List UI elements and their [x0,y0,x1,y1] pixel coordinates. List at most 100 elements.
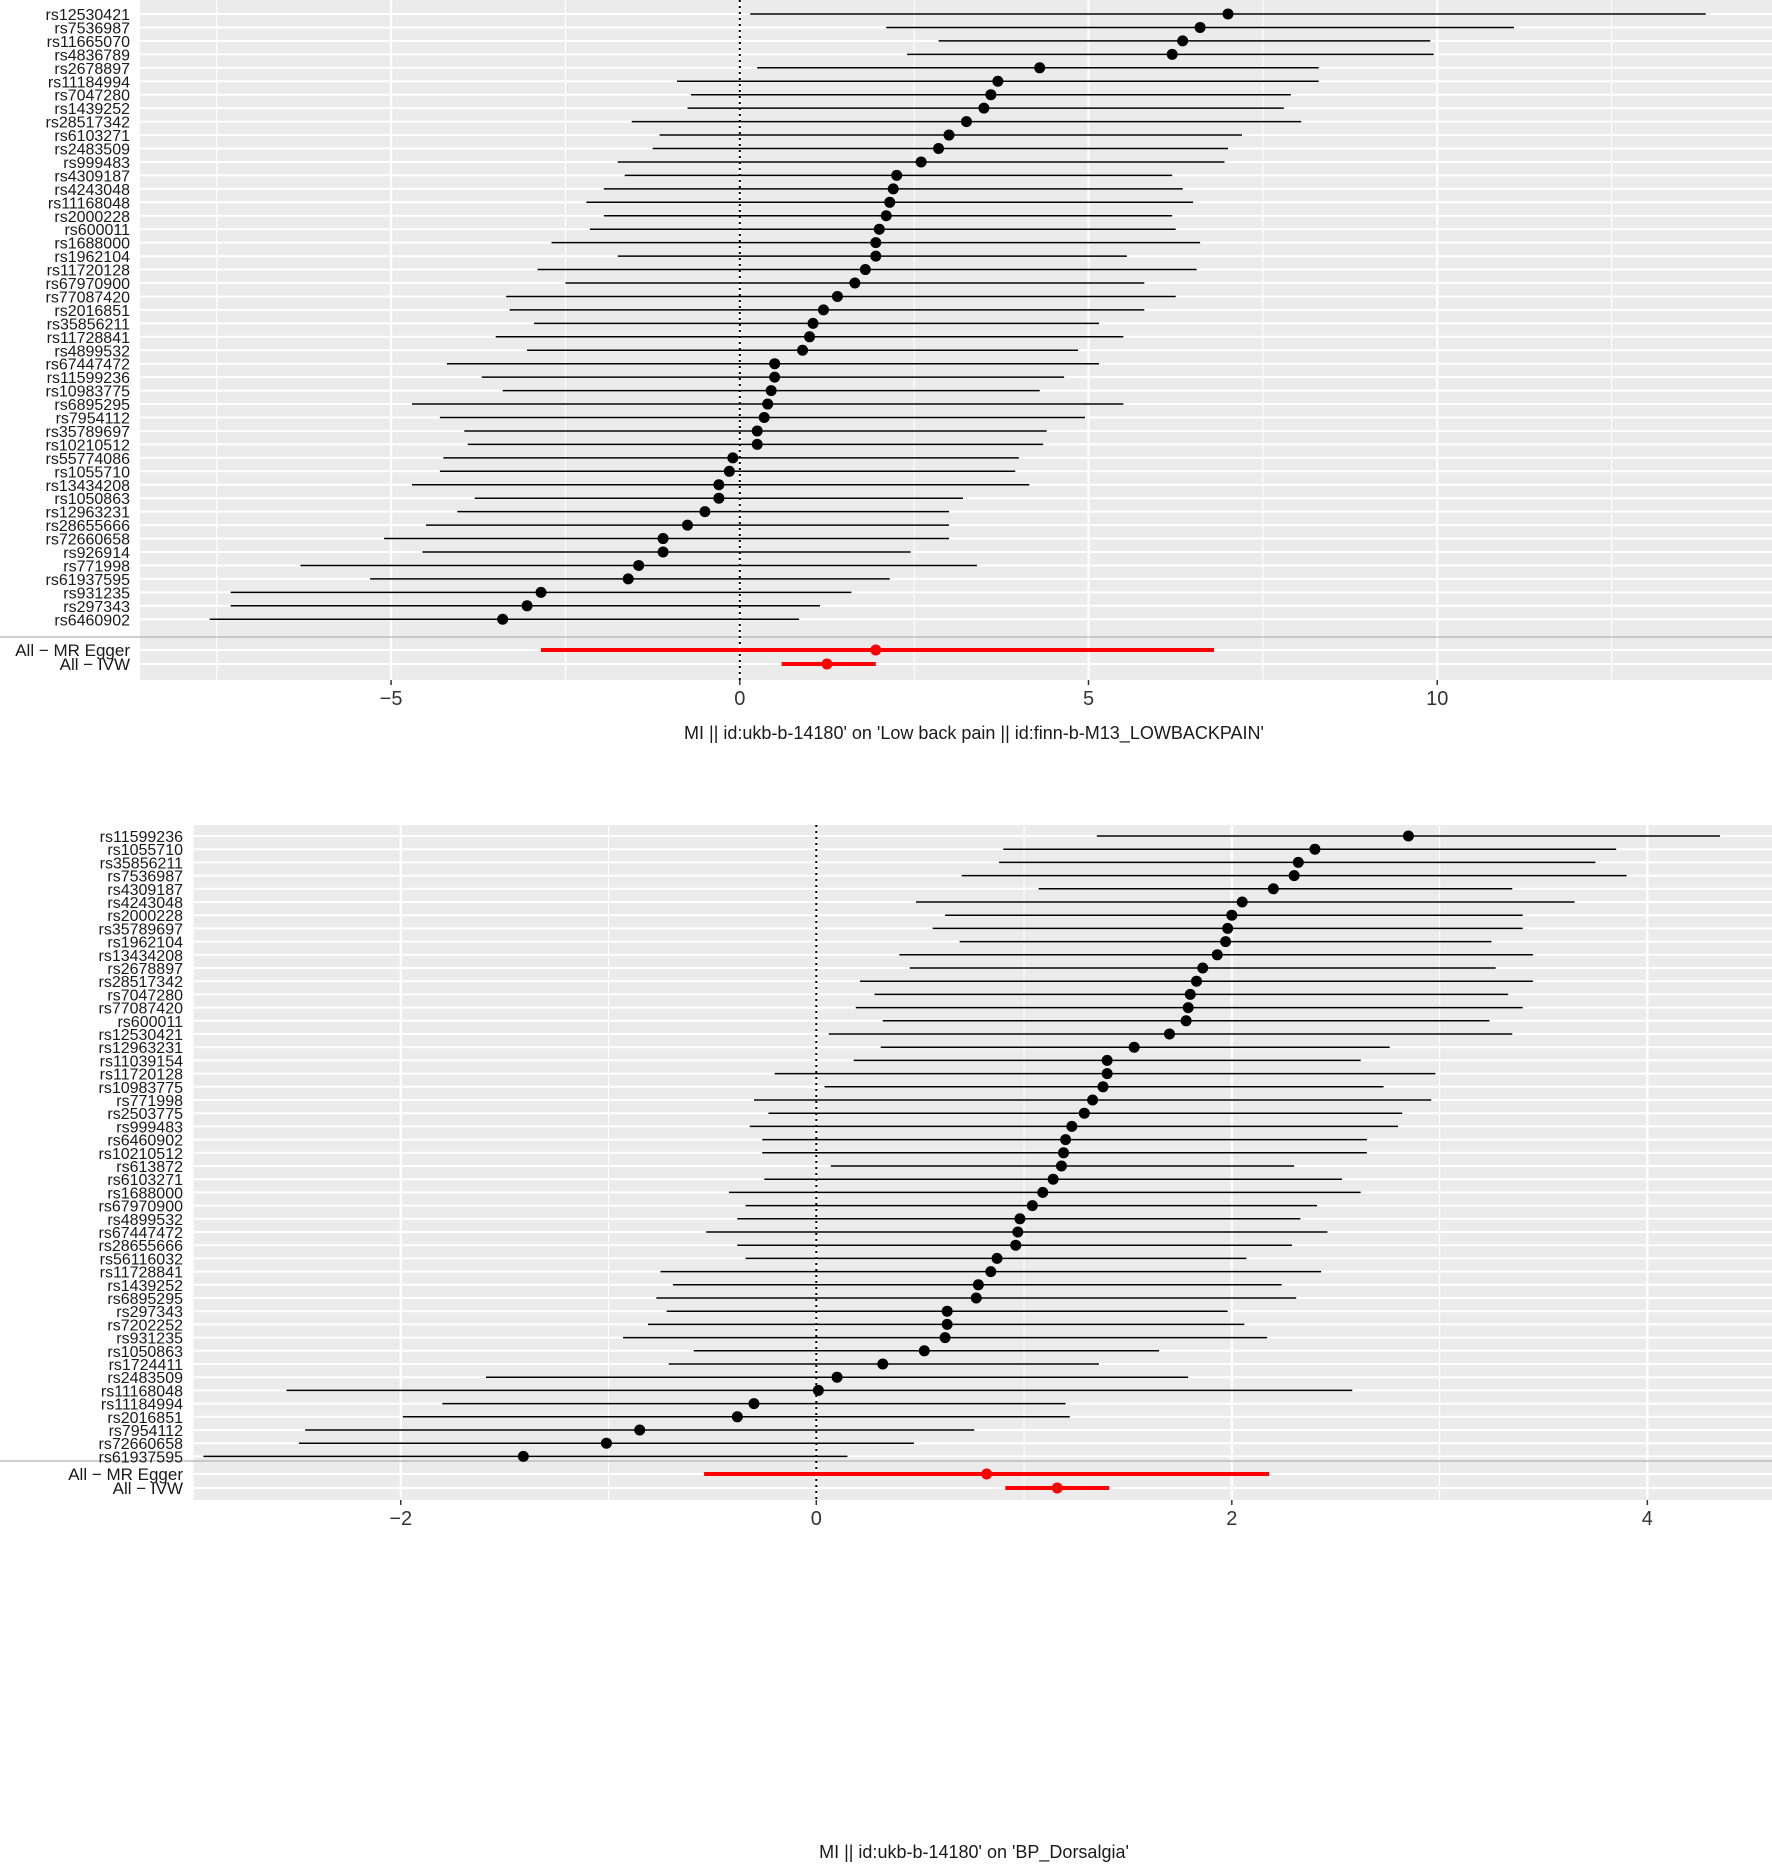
snp-point [723,465,735,477]
snp-label: rs35856211 [47,316,130,333]
snp-label: rs4836789 [54,47,130,64]
snp-point [622,573,634,585]
snp-label: rs10983775 [45,384,130,401]
snp-point [887,183,899,195]
snp-point [1097,1081,1109,1093]
snp-point [918,1345,930,1357]
snp-point [1211,949,1223,961]
snp-point [1222,922,1234,934]
snp-label: rs55774086 [45,451,130,468]
snp-label: rs1724411 [109,1357,184,1374]
snp-point [1037,1186,1049,1198]
snp-point [943,129,955,141]
snp-point [535,586,547,598]
snp-point [891,169,903,181]
snp-point [817,304,829,316]
snp-label: rs1962104 [107,935,183,952]
snp-point [1128,1041,1140,1053]
snp-point [1197,962,1209,974]
ivw-label: All − IVW [113,1479,183,1498]
snp-label: rs1055710 [107,842,183,859]
snp-point [1222,8,1234,20]
ivw-point [821,658,833,670]
x-axis-subtitle: MI || id:ukb-b-14180' on 'BP_Dorsalgia' [819,1842,1129,1863]
snp-label: rs2483509 [107,1370,183,1387]
snp-label: rs2016851 [54,303,130,320]
snp-point [1163,1028,1175,1040]
snp-point [727,452,739,464]
snp-point [831,290,843,302]
snp-label: rs926914 [63,545,130,562]
snp-label: rs11168048 [48,195,130,212]
snp-label: rs35789697 [45,424,130,441]
mr-egger-point [981,1468,993,1480]
snp-label: rs4243048 [54,182,130,199]
snp-label: rs10210512 [45,437,130,454]
snp-label: rs6895295 [107,1291,183,1308]
forest-plot-dorsalgia: rs11599236rs1055710rs35856211rs7536987rs… [0,825,1772,1863]
snp-point [1309,843,1321,855]
x-tick-label: 2 [1226,1508,1237,1530]
snp-label: rs35856211 [100,855,183,872]
snp-point [1047,1173,1059,1185]
snp-point [762,398,774,410]
snp-point [939,1332,951,1344]
snp-label: rs931235 [63,585,130,602]
mr-egger-label: All − MR Egger [68,1465,183,1484]
snp-label: rs28517342 [98,974,183,991]
snp-point [1220,936,1232,948]
snp-label: rs11665070 [47,34,130,51]
snp-point [1166,48,1178,60]
snp-label: rs61937595 [45,572,130,589]
snp-point [985,1266,997,1278]
snp-label: rs12963231 [45,505,130,522]
ivw-point [1051,1482,1063,1494]
snp-point [748,1398,760,1410]
snp-point [1055,1160,1067,1172]
snp-label: rs600011 [117,1014,183,1031]
snp-label: rs4899532 [54,343,130,360]
snp-point [991,1252,1003,1264]
snp-point [804,331,816,343]
snp-point [1402,830,1414,842]
snp-point [1026,1200,1038,1212]
snp-point [960,116,972,128]
snp-label: rs7954112 [109,1423,184,1440]
snp-point [1101,1054,1113,1066]
snp-point [713,492,725,504]
snp-point [1058,1147,1070,1159]
snp-label: rs7047280 [54,88,130,105]
snp-label: rs67447472 [45,357,130,374]
snp-point [517,1450,529,1462]
snp-label: rs999483 [116,1119,183,1136]
snp-point [497,613,509,625]
snp-point [758,412,770,423]
snp-label: rs4899532 [107,1212,183,1229]
snp-label: rs7536987 [54,20,130,37]
snp-point [765,385,777,397]
snp-label: rs56116032 [100,1251,183,1268]
snp-point [1180,1015,1192,1027]
snp-label: rs28655666 [98,1238,183,1255]
snp-label: rs6895295 [54,397,130,414]
snp-label: rs6103271 [54,128,130,145]
snp-label: rs6460902 [54,612,130,629]
snp-point [751,425,763,437]
snp-point [915,156,927,168]
snp-label: rs1055710 [54,464,130,481]
mr-egger-point [870,644,882,656]
snp-label: rs4309187 [107,882,183,899]
snp-label: rs6460902 [107,1133,183,1150]
snp-point [859,264,871,276]
snp-label: rs13434208 [45,478,130,495]
snp-label: rs11184994 [101,1397,183,1414]
snp-point [1087,1094,1099,1106]
snp-label: rs35789697 [98,921,183,938]
snp-label: rs77087420 [98,1001,183,1018]
forest-plot-low-back-pain: rs12530421rs7536987rs11665070rs4836789rs… [0,0,1772,744]
snp-point [600,1437,612,1449]
snp-label: rs7202252 [107,1317,183,1334]
snp-point [933,143,945,154]
snp-label: rs7536987 [107,869,183,886]
